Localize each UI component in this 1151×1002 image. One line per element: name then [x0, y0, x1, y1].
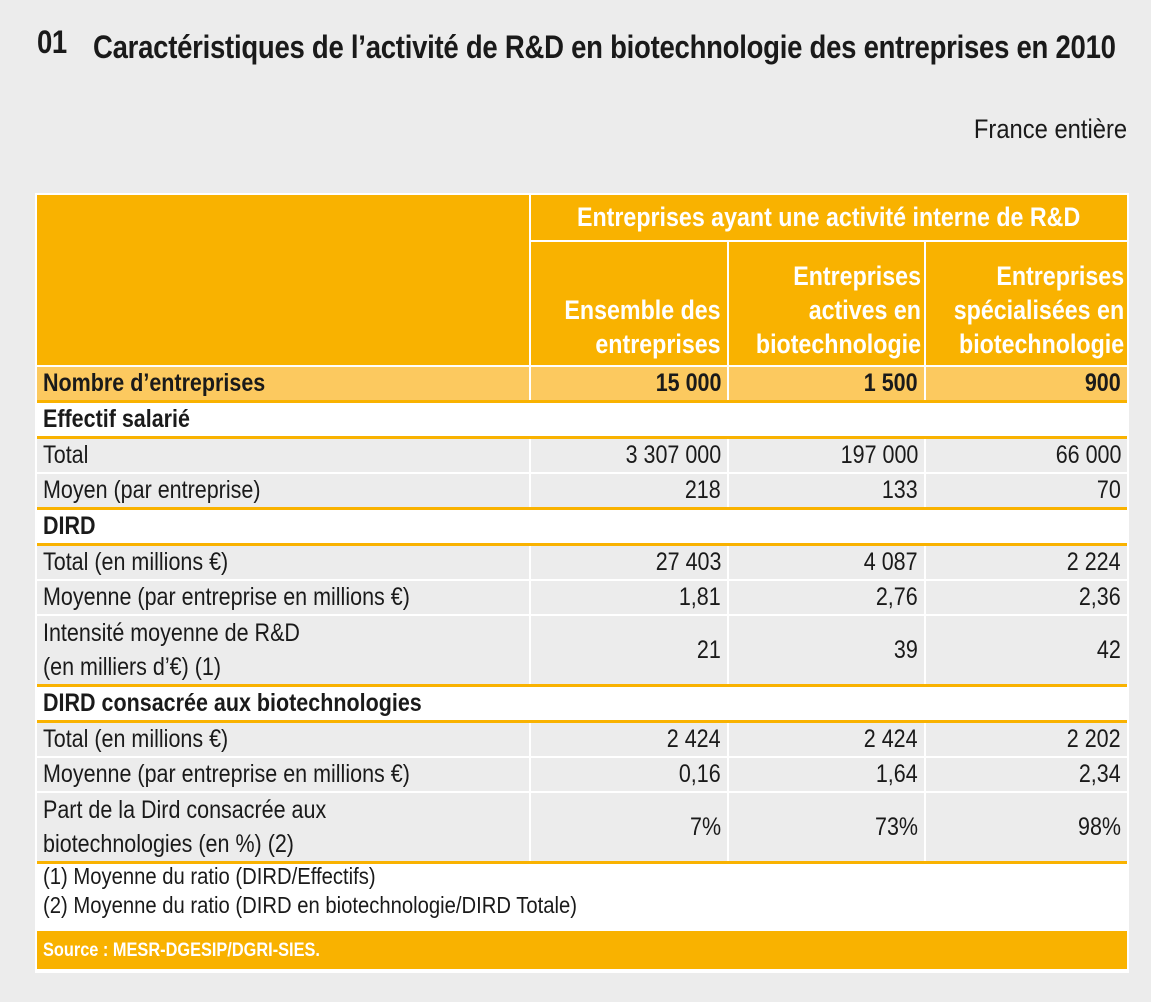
row-label: Intensité moyenne de R&D (en milliers d’€…: [37, 615, 530, 687]
cell-value: 2 202: [923, 721, 1128, 758]
row-label-line: Moyenne (par entreprise en millions €): [43, 583, 410, 611]
table-row: Intensité moyenne de R&D (en milliers d’€…: [37, 615, 1128, 687]
count-row: Nombre d’entreprises 15 000 1 500 900: [37, 365, 1128, 403]
column-header-line: biotechnologie: [755, 329, 921, 359]
row-label: Part de la Dird consacrée aux biotechnolo…: [37, 792, 530, 864]
count-row-label: Nombre d’entreprises: [37, 365, 530, 403]
table-number: 01: [37, 24, 67, 60]
count-value: 15 000: [529, 365, 728, 403]
section-title: DIRD consacrée aux biotechnologies: [37, 685, 1128, 723]
section-title: Effectif salarié: [37, 401, 1128, 439]
cell-value: 2,36: [923, 580, 1128, 616]
row-label-line: Total: [43, 441, 89, 469]
cell-value: 66 000: [923, 437, 1128, 474]
table-row: Moyenne (par entreprise en millions €) 1,…: [37, 580, 1128, 616]
group-header: Entreprises ayant une activité interne d…: [528, 195, 1128, 242]
cell-value: 2 424: [529, 721, 728, 758]
cell-value: 42: [923, 615, 1128, 687]
group-header-row: Entreprises ayant une activité interne d…: [37, 195, 1128, 242]
row-label-line: Part de la Dird consacrée aux: [43, 796, 327, 824]
column-header-line: entreprises: [595, 329, 721, 359]
footnote: (1) Moyenne du ratio (DIRD/Effectifs): [43, 863, 376, 889]
header-corner: [37, 195, 530, 366]
cell-value: 2 224: [923, 544, 1128, 581]
cell-value: 3 307 000: [529, 437, 728, 474]
cell-value: 133: [727, 473, 925, 510]
row-label: Moyenne (par entreprise en millions €): [37, 580, 530, 616]
table-panel: Entreprises ayant une activité interne d…: [35, 193, 1129, 973]
section-header-row: DIRD: [37, 508, 1128, 546]
data-table: Entreprises ayant une activité interne d…: [37, 195, 1128, 864]
table-row: Total (en millions €) 2 424 2 424 2 202: [37, 721, 1128, 758]
cell-value: 2,34: [923, 757, 1128, 793]
source-text: Source : MESR-DGESIP/DGRI-SIES.: [43, 940, 320, 961]
section-header-row: Effectif salarié: [37, 401, 1128, 439]
row-label-line: biotechnologies (en %) (2): [43, 830, 294, 858]
footnote: (2) Moyenne du ratio (DIRD en biotechnol…: [43, 892, 578, 918]
cell-value: 70: [923, 473, 1128, 510]
column-header-line: biotechnologie: [959, 329, 1125, 359]
cell-value: 39: [727, 615, 925, 687]
cell-value: 1,81: [529, 580, 728, 616]
cell-value: 1,64: [727, 757, 925, 793]
table-row: Moyenne (par entreprise en millions €) 0,…: [37, 757, 1128, 793]
column-header-line: Entreprises: [996, 261, 1125, 291]
row-label: Moyenne (par entreprise en millions €): [37, 757, 530, 793]
row-label: Total: [37, 437, 530, 474]
footnotes: (1) Moyenne du ratio (DIRD/Effectifs) (2…: [43, 862, 650, 920]
row-label-line: Moyenne (par entreprise en millions €): [43, 760, 410, 788]
cell-value: 218: [529, 473, 728, 510]
table-row: Part de la Dird consacrée aux biotechnolo…: [37, 792, 1128, 864]
table-row: Total 3 307 000 197 000 66 000: [37, 437, 1128, 474]
column-header-line: Ensemble des: [564, 295, 721, 325]
column-header-line: spécialisées en: [953, 295, 1125, 325]
count-value: 900: [923, 365, 1128, 403]
page-title: Caractéristiques de l’activité de R&D en…: [93, 29, 1116, 65]
column-header-specialisees: Entreprises spécialisées en biotechnologie: [923, 241, 1128, 366]
row-label-line: (en milliers d’€) (1): [43, 653, 222, 681]
section-title: DIRD: [37, 508, 1128, 546]
row-label: Total (en millions €): [37, 544, 530, 581]
source-bar: Source : MESR-DGESIP/DGRI-SIES.: [37, 931, 1127, 969]
row-label-line: Total (en millions €): [43, 725, 229, 753]
cell-value: 4 087: [727, 544, 925, 581]
row-label-line: Moyen (par entreprise): [43, 476, 261, 504]
group-header-label: Entreprises ayant une activité interne d…: [577, 202, 1081, 232]
row-label: Total (en millions €): [37, 721, 530, 758]
cell-value: 21: [529, 615, 728, 687]
row-label-line: Total (en millions €): [43, 548, 229, 576]
column-header-actives: Entreprises actives en biotechnologie: [727, 241, 925, 366]
cell-value: 2 424: [727, 721, 925, 758]
cell-value: 197 000: [727, 437, 925, 474]
row-label-line: Intensité moyenne de R&D: [43, 619, 300, 647]
table-row: Moyen (par entreprise) 218 133 70: [37, 473, 1128, 510]
column-header-ensemble: Ensemble des entreprises: [529, 241, 728, 366]
cell-value: 7%: [529, 792, 728, 864]
cell-value: 98%: [923, 792, 1128, 864]
row-label: Moyen (par entreprise): [37, 473, 530, 510]
cell-value: 2,76: [727, 580, 925, 616]
section-header-row: DIRD consacrée aux biotechnologies: [37, 685, 1128, 723]
column-header-line: Entreprises: [793, 261, 921, 291]
cell-value: 73%: [727, 792, 925, 864]
count-value: 1 500: [727, 365, 925, 403]
geographic-scope: France entière: [973, 114, 1127, 144]
column-header-line: actives en: [808, 295, 921, 325]
table-row: Total (en millions €) 27 403 4 087 2 224: [37, 544, 1128, 581]
cell-value: 0,16: [529, 757, 728, 793]
cell-value: 27 403: [529, 544, 728, 581]
